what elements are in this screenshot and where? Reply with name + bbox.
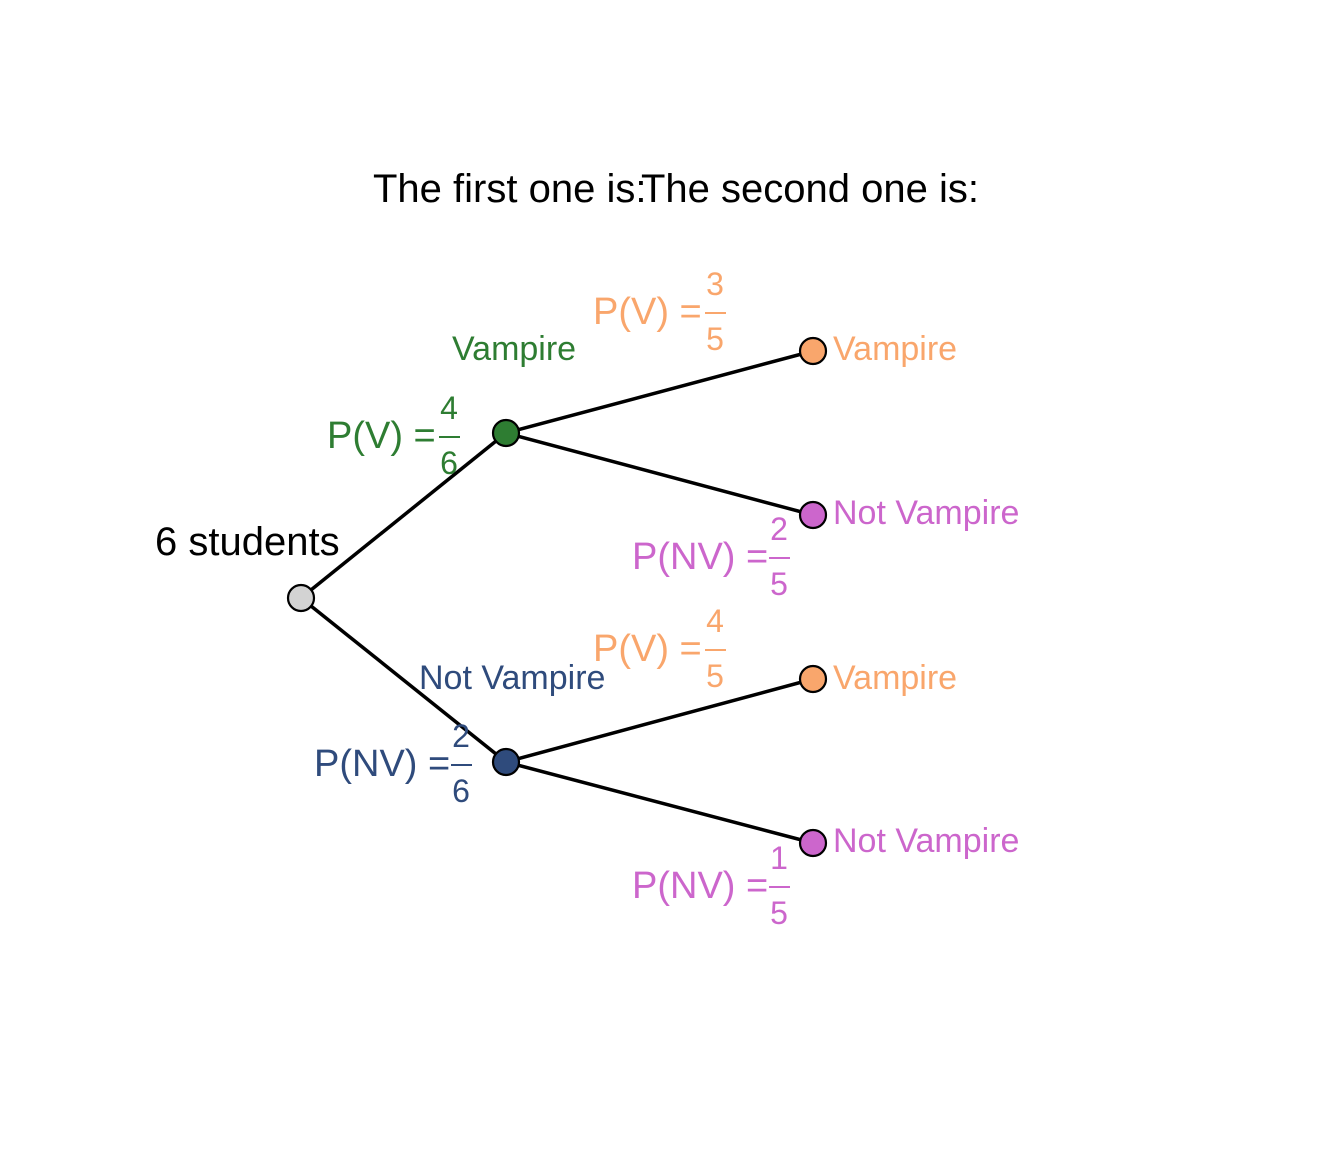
level1-vampire-fraction-bar <box>439 436 460 438</box>
level1-not-vampire-numerator: 2 <box>452 718 470 754</box>
node-level1-vampire <box>491 418 521 448</box>
level1-vampire-denominator: 6 <box>440 445 458 481</box>
level2-nn-denominator: 5 <box>770 895 788 931</box>
edge-not-vampire-not-vampire <box>505 760 814 845</box>
level2-vv-numerator: 3 <box>706 266 724 302</box>
level2-nn-label: Not Vampire <box>833 822 1019 860</box>
root-label: 6 students <box>155 520 340 564</box>
level2-vv-denominator: 5 <box>706 321 724 357</box>
level1-not-vampire-denominator: 6 <box>452 773 470 809</box>
level1-vampire-numerator: 4 <box>440 390 458 426</box>
level2-nv-group: Vampire P(V) = 4 5 <box>593 603 957 697</box>
edge-root-not-vampire <box>299 596 508 764</box>
level1-not-vampire-group: Not Vampire P(NV) = 2 6 <box>314 659 605 809</box>
level1-vampire-prob-prefix: P(V) = <box>327 415 436 457</box>
level2-vn-numerator: 2 <box>770 511 788 547</box>
level2-vn-denominator: 5 <box>770 566 788 602</box>
level2-vn-label: Not Vampire <box>833 494 1019 532</box>
level2-nn-group: Not Vampire P(NV) = 1 5 <box>632 822 1019 931</box>
level1-vampire-group: Vampire P(V) = 4 6 <box>327 330 576 481</box>
level2-nn-numerator: 1 <box>770 840 788 876</box>
level2-vv-prob-prefix: P(V) = <box>593 291 702 333</box>
level2-vn-fraction-bar <box>769 557 790 559</box>
edge-vampire-not-vampire <box>505 431 814 517</box>
level2-nv-denominator: 5 <box>706 658 724 694</box>
level1-not-vampire-fraction-bar <box>451 764 472 766</box>
node-level2-vv <box>798 336 828 366</box>
level2-nv-prob-prefix: P(V) = <box>593 628 702 670</box>
node-level2-nn <box>798 828 828 858</box>
node-level2-nv <box>798 664 828 694</box>
node-level1-not-vampire <box>491 747 521 777</box>
level2-vv-group: Vampire P(V) = 3 5 <box>593 266 957 368</box>
edge-root-vampire <box>299 431 508 600</box>
header-first: The first one is: <box>373 167 646 211</box>
node-level2-vn <box>798 500 828 530</box>
level2-vv-fraction-bar <box>705 312 726 314</box>
level1-vampire-label: Vampire <box>452 330 576 368</box>
level2-vn-prob-prefix: P(NV) = <box>632 536 768 578</box>
level2-vv-label: Vampire <box>833 330 957 368</box>
edge-not-vampire-vampire <box>505 677 814 764</box>
level1-not-vampire-prob-prefix: P(NV) = <box>314 743 450 785</box>
level2-nv-numerator: 4 <box>706 603 724 639</box>
edge-vampire-vampire <box>505 349 814 435</box>
level2-vn-group: Not Vampire P(NV) = 2 5 <box>632 494 1019 602</box>
level2-nn-prob-prefix: P(NV) = <box>632 865 768 907</box>
root-node <box>286 583 316 613</box>
level1-not-vampire-label: Not Vampire <box>419 659 605 697</box>
level2-nn-fraction-bar <box>769 886 790 888</box>
level2-nv-fraction-bar <box>705 649 726 651</box>
level2-nv-label: Vampire <box>833 659 957 697</box>
header-second: The second one is: <box>641 167 979 211</box>
